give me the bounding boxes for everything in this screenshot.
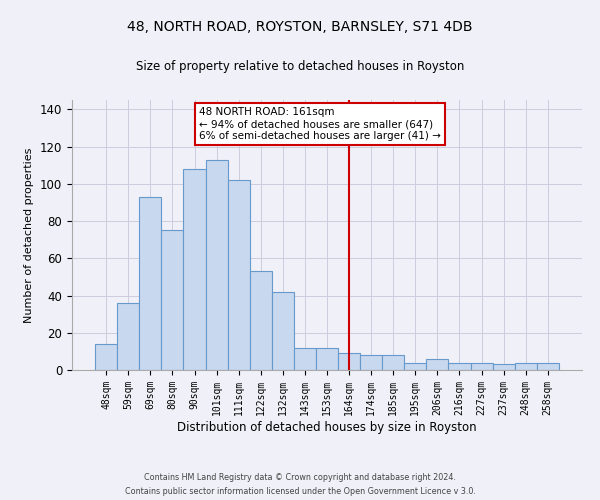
Bar xyxy=(250,272,272,370)
Bar xyxy=(470,362,493,370)
Bar xyxy=(404,362,427,370)
Bar xyxy=(360,355,382,370)
Bar xyxy=(272,292,294,370)
Bar xyxy=(139,197,161,370)
Bar xyxy=(294,348,316,370)
Bar xyxy=(493,364,515,370)
Bar xyxy=(537,362,559,370)
Bar xyxy=(117,303,139,370)
Bar xyxy=(515,362,537,370)
Text: Contains public sector information licensed under the Open Government Licence v : Contains public sector information licen… xyxy=(125,486,475,496)
Bar xyxy=(338,353,360,370)
Text: Size of property relative to detached houses in Royston: Size of property relative to detached ho… xyxy=(136,60,464,73)
X-axis label: Distribution of detached houses by size in Royston: Distribution of detached houses by size … xyxy=(177,420,477,434)
Text: 48 NORTH ROAD: 161sqm
← 94% of detached houses are smaller (647)
6% of semi-deta: 48 NORTH ROAD: 161sqm ← 94% of detached … xyxy=(199,108,441,140)
Bar xyxy=(206,160,227,370)
Bar xyxy=(316,348,338,370)
Bar xyxy=(184,169,206,370)
Bar xyxy=(382,355,404,370)
Bar xyxy=(448,362,470,370)
Bar xyxy=(427,359,448,370)
Text: Contains HM Land Registry data © Crown copyright and database right 2024.: Contains HM Land Registry data © Crown c… xyxy=(144,473,456,482)
Bar xyxy=(161,230,184,370)
Bar xyxy=(95,344,117,370)
Text: 48, NORTH ROAD, ROYSTON, BARNSLEY, S71 4DB: 48, NORTH ROAD, ROYSTON, BARNSLEY, S71 4… xyxy=(127,20,473,34)
Y-axis label: Number of detached properties: Number of detached properties xyxy=(25,148,34,322)
Bar xyxy=(227,180,250,370)
